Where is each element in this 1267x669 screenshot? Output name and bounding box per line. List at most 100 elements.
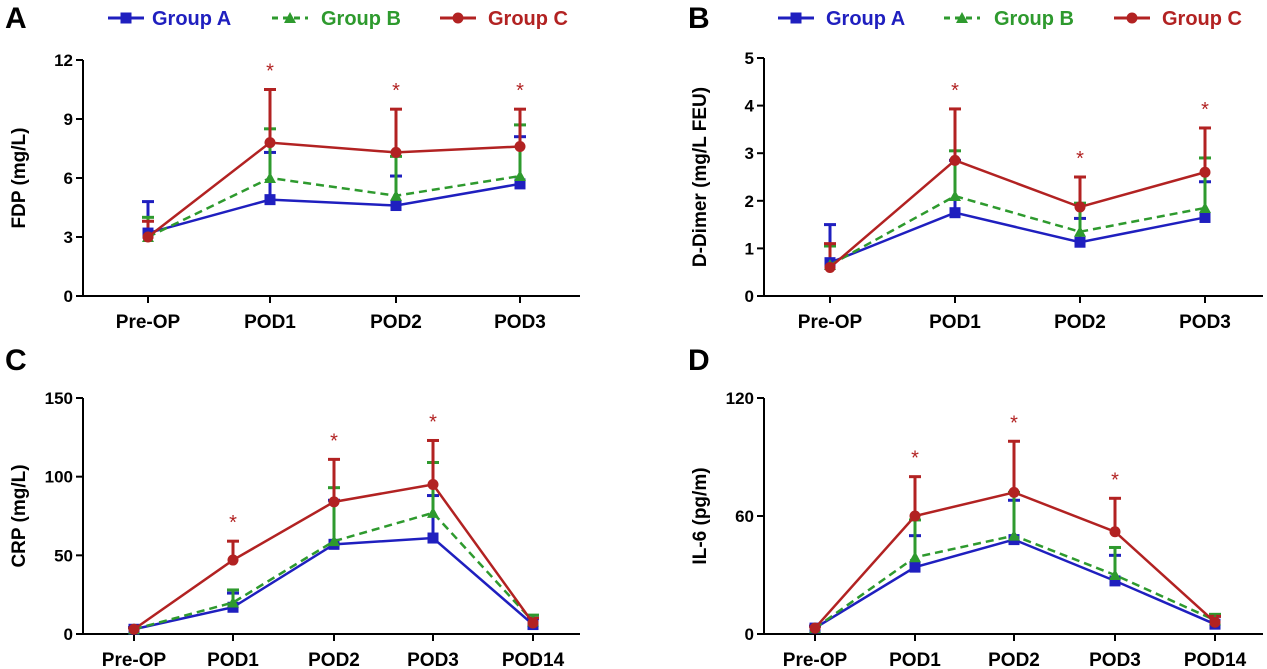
significance-star: *: [330, 430, 338, 452]
significance-star: *: [1076, 148, 1084, 170]
data-point-group-b: [427, 506, 439, 518]
series-line-group-a: [829, 211, 1206, 264]
panel-letter: B: [688, 2, 710, 35]
data-point-group-a: [949, 207, 961, 219]
x-tick-label: POD14: [1184, 650, 1247, 669]
x-tick-label: Pre-OP: [116, 312, 181, 333]
series-line-group-b: [133, 511, 534, 631]
legend-marker: [120, 12, 132, 24]
y-tick-label: 2: [745, 192, 754, 211]
legend-label: Group B: [321, 8, 401, 30]
data-point-group-c: [909, 510, 921, 522]
legend-item-group-a: Group A: [778, 8, 905, 30]
legend-item-group-b: Group B: [944, 8, 1074, 30]
panel-letter: A: [5, 2, 27, 35]
series-line-group-c: [147, 141, 521, 238]
legend-label: Group A: [152, 8, 231, 30]
significance-star: *: [429, 411, 437, 433]
legend-label: Group C: [488, 8, 568, 30]
data-point-group-a: [909, 561, 921, 573]
data-point-group-a: [1109, 575, 1121, 587]
data-point-group-a: [264, 194, 276, 206]
data-point-group-c: [1008, 486, 1020, 498]
y-tick-label: 150: [45, 389, 73, 408]
series-line-group-b: [829, 194, 1206, 267]
y-tick-label: 5: [745, 49, 754, 68]
data-point-group-c: [949, 154, 961, 166]
y-tick-label: 9: [64, 110, 73, 129]
legend-label: Group B: [994, 8, 1074, 30]
panel-a: A Group A Group B Group C 0 3 6 9 12 Pre-OP POD1 PO…: [5, 2, 580, 333]
x-tick-label: Pre-OP: [783, 650, 848, 669]
data-point-group-a: [390, 200, 402, 212]
y-tick-label: 1: [745, 239, 754, 258]
y-tick-label: 4: [745, 97, 755, 116]
y-axis-title: FDP (mg/L): [9, 128, 30, 229]
data-point-group-b: [514, 170, 526, 182]
y-tick-label: 3: [64, 228, 73, 247]
panel-letter: D: [688, 344, 710, 377]
y-tick-label: 0: [745, 625, 754, 644]
x-tick-label: POD1: [929, 312, 981, 333]
legend-item-group-b: Group B: [272, 8, 401, 30]
data-point-group-c: [227, 554, 239, 566]
data-point-group-b: [390, 189, 402, 201]
legend-marker: [1126, 12, 1138, 24]
data-point-group-b: [1109, 569, 1121, 580]
series-line-group-b: [814, 534, 1216, 630]
legend-marker: [956, 12, 968, 23]
data-point-group-b: [949, 190, 961, 202]
data-point-group-a: [1074, 236, 1086, 248]
x-tick-label: POD2: [988, 650, 1040, 669]
data-point-group-b: [264, 172, 276, 183]
data-point-group-c: [1074, 201, 1086, 213]
data-point-group-c: [1199, 166, 1211, 178]
data-point-group-c: [824, 261, 836, 273]
y-tick-label: 60: [735, 507, 754, 526]
data-point-group-c: [1209, 616, 1221, 628]
series-line-group-a: [814, 538, 1216, 630]
legend-item-group-c: Group C: [1114, 8, 1242, 30]
legend-marker: [284, 12, 296, 23]
x-tick-label: POD3: [1089, 650, 1141, 669]
data-point-group-a: [427, 532, 439, 544]
significance-star: *: [951, 80, 959, 102]
data-point-group-c: [390, 146, 402, 158]
y-tick-label: 12: [54, 51, 73, 70]
x-tick-label: Pre-OP: [798, 312, 863, 333]
series-line-group-b: [147, 174, 521, 239]
data-point-group-c: [142, 231, 154, 243]
panel-d: D 0 60 120 Pre-OP POD1 POD2 POD3 POD14 IL-6 (pg/m…: [688, 344, 1263, 669]
panel-b: B Group A Group B Group C 0 1 2 3 4 5 Pre-OP POD1 PO…: [688, 2, 1263, 333]
y-tick-label: 0: [745, 287, 754, 306]
y-axis-title: IL-6 (pg/m): [690, 467, 711, 564]
x-tick-label: Pre-OP: [102, 650, 167, 669]
x-tick-label: POD3: [1179, 312, 1231, 333]
y-tick-label: 120: [726, 389, 754, 408]
legend-item-group-a: Group A: [108, 8, 231, 30]
y-tick-label: 50: [54, 546, 73, 565]
panel-letter: C: [5, 344, 27, 377]
data-point-group-b: [227, 596, 239, 608]
data-point-group-c: [809, 622, 821, 634]
x-tick-label: POD1: [889, 650, 941, 669]
data-point-group-c: [128, 623, 140, 635]
y-tick-label: 0: [64, 625, 73, 644]
data-point-group-c: [1109, 526, 1121, 538]
x-tick-label: POD3: [494, 312, 546, 333]
legend-item-group-c: Group C: [440, 8, 568, 30]
data-point-group-b: [1074, 225, 1086, 237]
significance-star: *: [516, 80, 524, 102]
y-tick-label: 6: [64, 169, 73, 188]
x-tick-label: POD1: [207, 650, 259, 669]
significance-star: *: [392, 80, 400, 102]
y-tick-label: 3: [745, 144, 754, 163]
significance-star: *: [1201, 99, 1209, 121]
series-line-group-c: [829, 158, 1206, 269]
legend-marker: [790, 12, 802, 24]
y-axis-title: CRP (mg/L): [9, 464, 30, 567]
significance-star: *: [911, 448, 919, 470]
significance-star: *: [266, 61, 274, 83]
data-point-group-b: [1008, 529, 1020, 541]
series-line-group-a: [133, 536, 534, 631]
